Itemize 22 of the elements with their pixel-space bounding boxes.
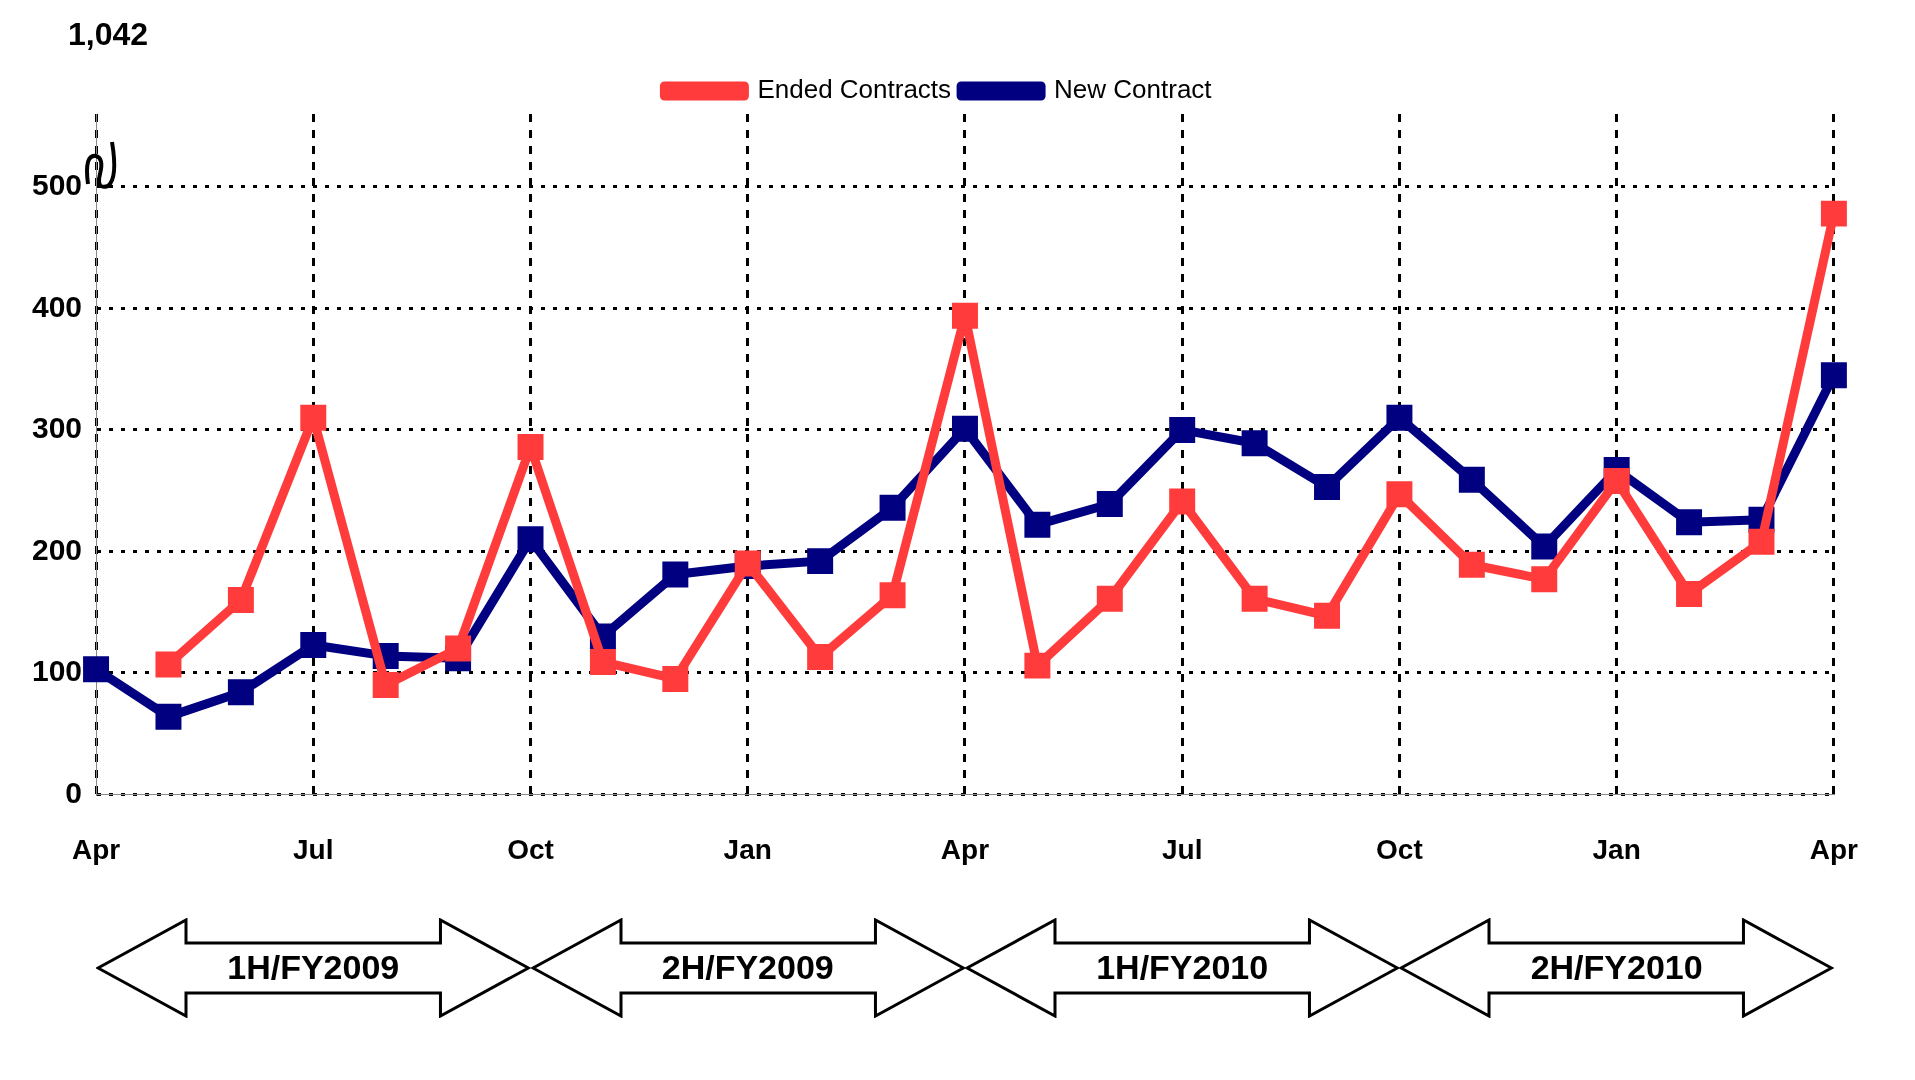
text: 1H/FY2010 [1095,948,1270,987]
legend-label: New Contract [1054,74,1213,105]
legend-label: Ended Contracts [757,74,952,105]
y-tick-label: 300 [31,411,83,445]
x-tick-label: Jan [723,833,772,865]
y-tick-label: 400 [31,289,83,323]
text: 2H/FY2009 [660,948,835,987]
x-tick-label: Apr [71,833,121,865]
x-tick-label: Jan [1592,833,1641,865]
text: 2H/FY2010 [1529,948,1704,987]
x-tick-label: Oct [1376,833,1423,865]
x-tick-label: Jul [293,833,334,865]
y-tick-label: 0 [65,775,83,809]
text: 1,042 [68,16,149,53]
x-tick-label: Oct [507,833,554,865]
y-tick-label: 100 [31,654,83,688]
y-tick-label: 200 [31,532,83,566]
text: 1H/FY2009 [226,948,401,987]
x-tick-label: Apr [940,833,990,865]
x-tick-label: Apr [1809,833,1859,865]
y-tick-label: 500 [31,168,83,202]
x-tick-label: Jul [1161,833,1203,865]
